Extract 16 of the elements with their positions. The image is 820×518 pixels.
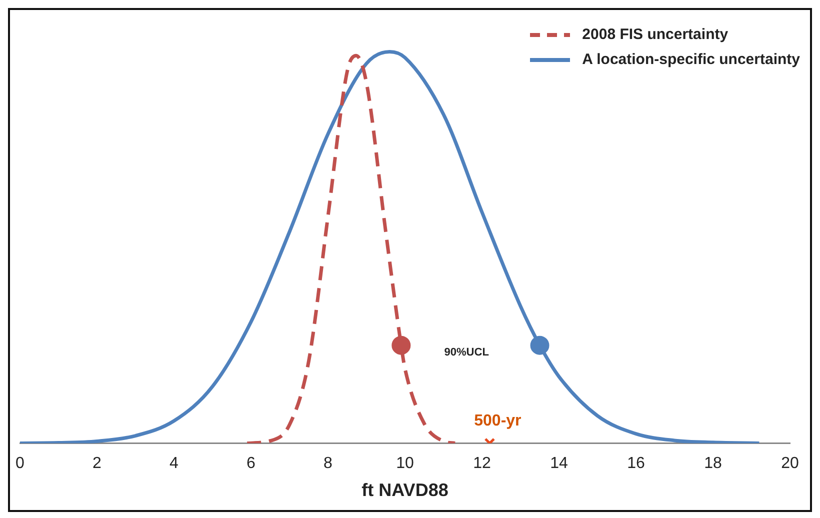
- legend-label: 2008 FIS uncertainty: [582, 26, 728, 43]
- x-tick-label: 14: [550, 455, 568, 472]
- x-tick-label: 8: [324, 455, 333, 472]
- x-tick-label: 18: [704, 455, 722, 472]
- x-tick-label: 4: [170, 455, 179, 472]
- x-tick-label: 2: [92, 455, 102, 472]
- x-tick-label: 0: [16, 455, 25, 472]
- x-tick-label: 12: [473, 455, 491, 472]
- annotation: 500-yr: [474, 412, 522, 430]
- legend-label: A location-specific uncertainty: [582, 51, 800, 68]
- x-axis-title: ft NAVD88: [362, 480, 448, 500]
- annotation: 90%UCL: [444, 346, 490, 359]
- x-tick-label: 6: [246, 455, 256, 472]
- x-tick-label: 10: [396, 455, 414, 472]
- x-tick-label: 16: [627, 455, 645, 472]
- x-tick-label: 20: [781, 455, 799, 472]
